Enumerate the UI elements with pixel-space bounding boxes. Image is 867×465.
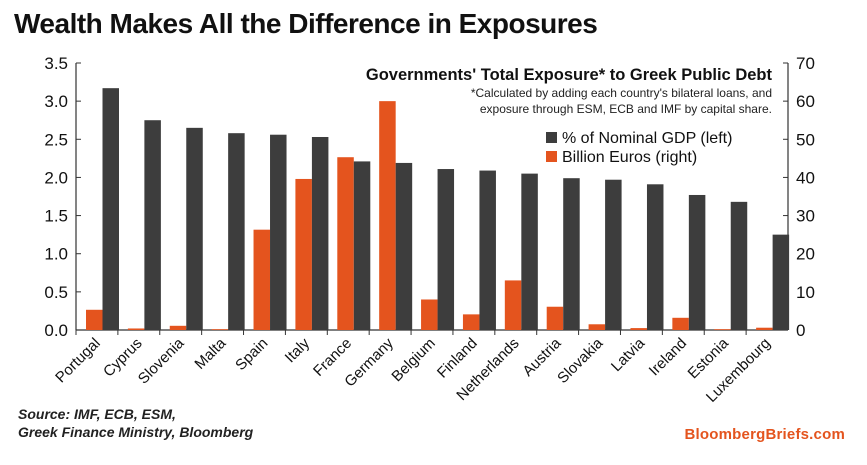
right-tick-label: 60 [796,92,815,111]
x-tick-label: Ireland [646,335,690,379]
bar-pct-gdp [479,170,496,330]
bar-billion-euros [588,324,606,330]
brand-credit: BloombergBriefs.com [684,426,845,443]
x-tick-label: Italy [282,334,314,366]
bar-pct-gdp [521,173,538,330]
legend-label: Billion Euros (right) [562,149,697,166]
right-tick-label: 70 [796,54,815,73]
bar-pct-gdp [270,134,287,330]
x-tick-label: Belgium [388,335,438,385]
bar-billion-euros [504,280,522,330]
bar-pct-gdp [102,88,119,330]
source-line: Greek Finance Ministry, Bloomberg [18,424,254,440]
left-tick-label: 3.0 [44,92,68,111]
chart-footnote-line: exposure through ESM, ECB and IMF by cap… [480,102,772,116]
bar-pct-gdp [772,234,790,330]
bar-pct-gdp [311,136,329,330]
bar-pct-gdp [563,178,580,330]
x-tick-label: Spain [232,335,271,374]
bar-pct-gdp [605,179,622,330]
left-tick-label: 2.0 [44,168,68,187]
bar-billion-euros [169,325,187,330]
source-line: Source: IMF, ECB, ESM, [18,406,176,422]
bar-pct-gdp [144,120,161,330]
bar-billion-euros [462,314,480,330]
x-tick-label: Slovakia [554,334,607,387]
left-tick-label: 2.5 [44,130,68,149]
right-tick-label: 0 [796,321,805,340]
bar-billion-euros [630,328,647,330]
legend-label: % of Nominal GDP (left) [562,130,732,147]
bar-pct-gdp [353,161,371,330]
x-tick-label: Latvia [608,334,649,375]
left-tick-label: 1.0 [44,245,68,264]
bar-pct-gdp [437,169,455,330]
headline: Wealth Makes All the Difference in Expos… [14,8,598,39]
right-tick-label: 20 [796,245,815,264]
bar-billion-euros [379,101,396,331]
bar-pct-gdp [688,194,706,330]
chart-title: Governments' Total Exposure* to Greek Pu… [366,66,773,84]
right-tick-label: 50 [796,130,815,149]
chart-footnote-line: *Calculated by adding each country's bil… [471,86,772,100]
right-tick-label: 30 [796,207,815,226]
legend: % of Nominal GDP (left) Billion Euros (ri… [546,130,732,166]
right-tick-label: 40 [796,168,815,187]
bars [86,88,790,331]
bar-pct-gdp [730,201,748,330]
bar-pct-gdp [186,127,203,330]
x-tick-label: Portugal [52,335,104,387]
bar-billion-euros [672,317,689,330]
bar-billion-euros [337,157,354,330]
bar-pct-gdp [228,133,245,330]
bar-billion-euros [295,178,312,330]
bar-billion-euros [421,299,438,330]
bar-billion-euros [546,306,564,330]
bar-billion-euros [714,329,731,330]
left-tick-label: 1.5 [44,207,68,226]
legend-swatch [546,151,557,162]
chart-text: Governments' Total Exposure* to Greek Pu… [366,66,773,116]
bar-pct-gdp [395,162,413,330]
bar-pct-gdp [646,184,664,330]
bar-billion-euros [86,309,103,330]
right-tick-label: 10 [796,283,815,302]
bar-billion-euros [756,327,773,330]
bar-billion-euros [211,329,229,330]
left-tick-label: 3.5 [44,54,68,73]
bar-billion-euros [253,229,271,330]
left-tick-label: 0.0 [44,321,68,340]
bar-billion-euros [127,328,145,330]
legend-swatch [546,132,557,143]
left-tick-label: 0.5 [44,283,68,302]
x-tick-label: Malta [191,334,229,372]
x-tick-label: Slovenia [135,334,188,387]
